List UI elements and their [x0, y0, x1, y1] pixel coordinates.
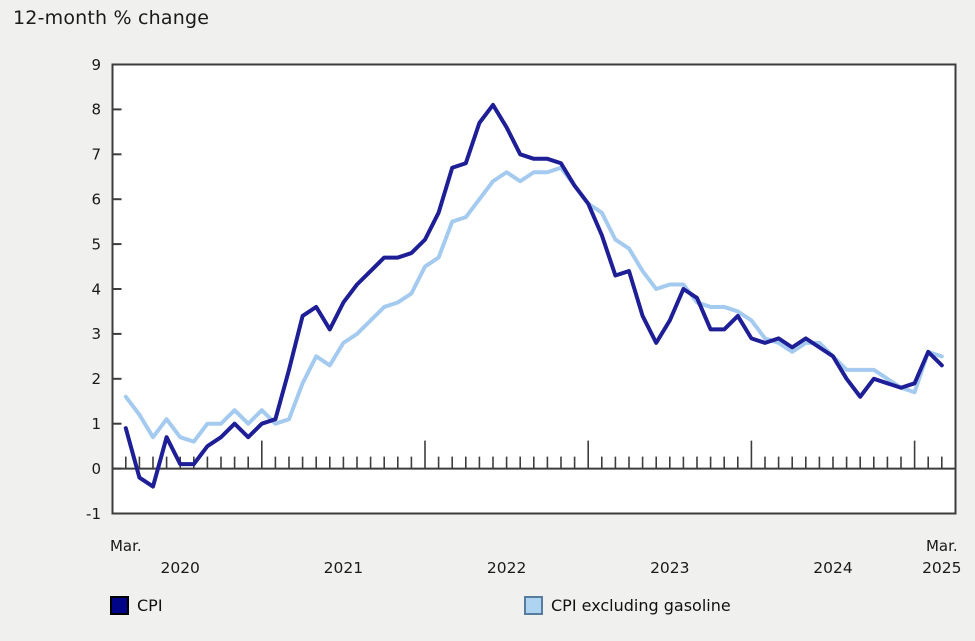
chart-title: 12-month % change — [13, 7, 210, 29]
y-axis-label: 6 — [91, 191, 101, 209]
cpi-excluding-gasoline-legend-swatch — [524, 595, 543, 615]
y-axis-label: 4 — [91, 280, 101, 298]
y-axis-label: 5 — [91, 235, 101, 253]
y-axis-label: 2 — [91, 370, 101, 388]
x-axis-year-label: 2025 — [922, 559, 961, 577]
y-axis-label: 8 — [91, 101, 101, 119]
y-axis-label: 1 — [91, 415, 101, 433]
x-axis-year-label: 2024 — [813, 559, 852, 577]
plot-frame — [111, 63, 957, 515]
cpi-excluding-gasoline-legend-label: CPI excluding gasoline — [551, 595, 731, 615]
plot-area — [112, 64, 956, 514]
legend-item-cpi-excluding-gasoline: CPI excluding gasoline — [524, 593, 731, 617]
cpi-legend-label: CPI — [137, 595, 163, 615]
chart-legend: CPI CPI excluding gasoline — [0, 593, 975, 619]
y-axis-label: 0 — [91, 460, 101, 478]
x-axis-year-label: 2023 — [650, 559, 689, 577]
x-axis-year-label: 2022 — [487, 559, 526, 577]
y-axis-label: -1 — [86, 505, 101, 523]
y-axis-label: 7 — [91, 146, 101, 164]
x-axis-year-label: 2020 — [160, 559, 199, 577]
x-axis-year-label: 2021 — [324, 559, 363, 577]
legend-item-cpi: CPI — [110, 593, 163, 617]
y-axis-label: 3 — [91, 325, 101, 343]
series-line-cpi — [123, 102, 944, 489]
x-axis-end-month-label: Mar. — [926, 537, 958, 555]
series-line-cpi-excluding-gasoline — [123, 165, 944, 444]
cpi-legend-swatch — [110, 595, 129, 615]
x-axis-start-month-label: Mar. — [110, 537, 142, 555]
y-axis-label: 9 — [91, 56, 101, 74]
